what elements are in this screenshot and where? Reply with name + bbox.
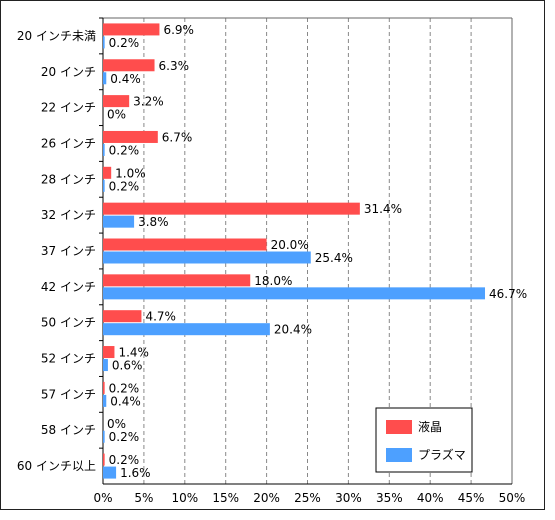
bar-lcd — [103, 59, 155, 72]
legend-swatch — [386, 448, 412, 462]
x-tick-label: 30% — [335, 491, 362, 505]
bar-plasma — [103, 359, 108, 372]
bar-plasma — [103, 466, 117, 479]
bars — [103, 23, 486, 479]
bar-plasma — [103, 287, 486, 300]
data-label: 31.4% — [364, 202, 402, 216]
bar-plasma — [103, 251, 311, 264]
category-label: 32 インチ — [41, 208, 96, 222]
category-label: 20 インチ未満 — [17, 29, 96, 43]
data-label: 0.4% — [110, 72, 141, 86]
category-label: 52 インチ — [41, 352, 96, 366]
category-label: 57 インチ — [41, 387, 96, 401]
bar-plasma — [103, 323, 270, 336]
data-label: 6.7% — [162, 130, 193, 144]
x-tick-label: 50% — [499, 491, 526, 505]
bar-plasma — [103, 36, 105, 49]
bar-lcd — [103, 166, 112, 179]
data-label: 0% — [107, 108, 126, 122]
data-label: 0.2% — [109, 453, 140, 467]
legend-label: 液晶 — [418, 419, 442, 434]
bar-lcd — [103, 202, 360, 215]
data-label: 0.2% — [109, 381, 140, 395]
category-label: 42 インチ — [41, 280, 96, 294]
data-label: 0.6% — [112, 359, 142, 373]
x-tick-label: 10% — [171, 491, 198, 505]
category-label: 58 インチ — [41, 423, 96, 437]
bar-plasma — [103, 394, 107, 407]
bar-plasma — [103, 72, 107, 85]
data-label: 18.0% — [254, 274, 292, 288]
data-label: 1.4% — [118, 346, 148, 360]
bar-plasma — [103, 215, 135, 228]
labels: 20 インチ未満 20 インチ 22 インチ 26 インチ 28 インチ 32 インチ 37… — [17, 23, 527, 480]
data-label: 0% — [107, 417, 126, 431]
data-label: 6.3% — [159, 59, 190, 73]
x-tick-label: 35% — [376, 491, 403, 505]
x-tick-label: 5% — [134, 491, 153, 505]
category-label: 26 インチ — [41, 136, 96, 150]
category-label: 22 インチ — [41, 101, 96, 115]
x-tick-label: 40% — [417, 491, 444, 505]
data-label: 4.7% — [145, 310, 176, 324]
x-tick-label: 20% — [253, 491, 280, 505]
category-label: 37 インチ — [41, 244, 96, 258]
bar-lcd — [103, 346, 115, 359]
data-label: 0.2% — [109, 36, 140, 50]
category-label: 50 インチ — [41, 316, 96, 330]
data-label: 25.4% — [315, 251, 353, 265]
legend-swatch — [386, 420, 412, 434]
bar-plasma — [103, 430, 105, 443]
bar-lcd — [103, 310, 142, 323]
data-label: 0.2% — [109, 179, 140, 193]
data-label: 1.0% — [115, 166, 145, 180]
legend-box — [375, 407, 473, 473]
data-label: 46.7% — [489, 287, 527, 301]
x-tick-label: 45% — [458, 491, 485, 505]
bar-plasma — [103, 179, 105, 192]
bar-lcd — [103, 95, 130, 108]
x-tick-label: 25% — [294, 491, 321, 505]
data-label: 20.0% — [271, 238, 309, 252]
data-label: 0.2% — [109, 430, 140, 444]
bar-lcd — [103, 238, 267, 251]
legend-label: プラズマ — [418, 447, 466, 462]
bar-lcd — [103, 381, 105, 394]
data-label: 0.2% — [109, 143, 140, 157]
data-label: 3.2% — [133, 95, 164, 109]
bar-lcd — [103, 23, 160, 36]
data-label: 20.4% — [274, 323, 312, 337]
bar-lcd — [103, 274, 251, 287]
bar-lcd — [103, 453, 105, 466]
data-label: 6.9% — [163, 23, 194, 37]
bar-plasma — [103, 143, 105, 156]
data-label: 0.4% — [110, 394, 141, 408]
data-label: 3.8% — [138, 215, 169, 229]
bar-lcd — [103, 130, 158, 143]
data-label: 1.6% — [120, 466, 151, 480]
x-tick-label: 0% — [93, 491, 112, 505]
category-label: 60 インチ以上 — [17, 459, 96, 473]
category-label: 20 インチ — [41, 65, 96, 79]
category-label: 28 インチ — [41, 172, 96, 186]
x-tick-label: 15% — [212, 491, 239, 505]
